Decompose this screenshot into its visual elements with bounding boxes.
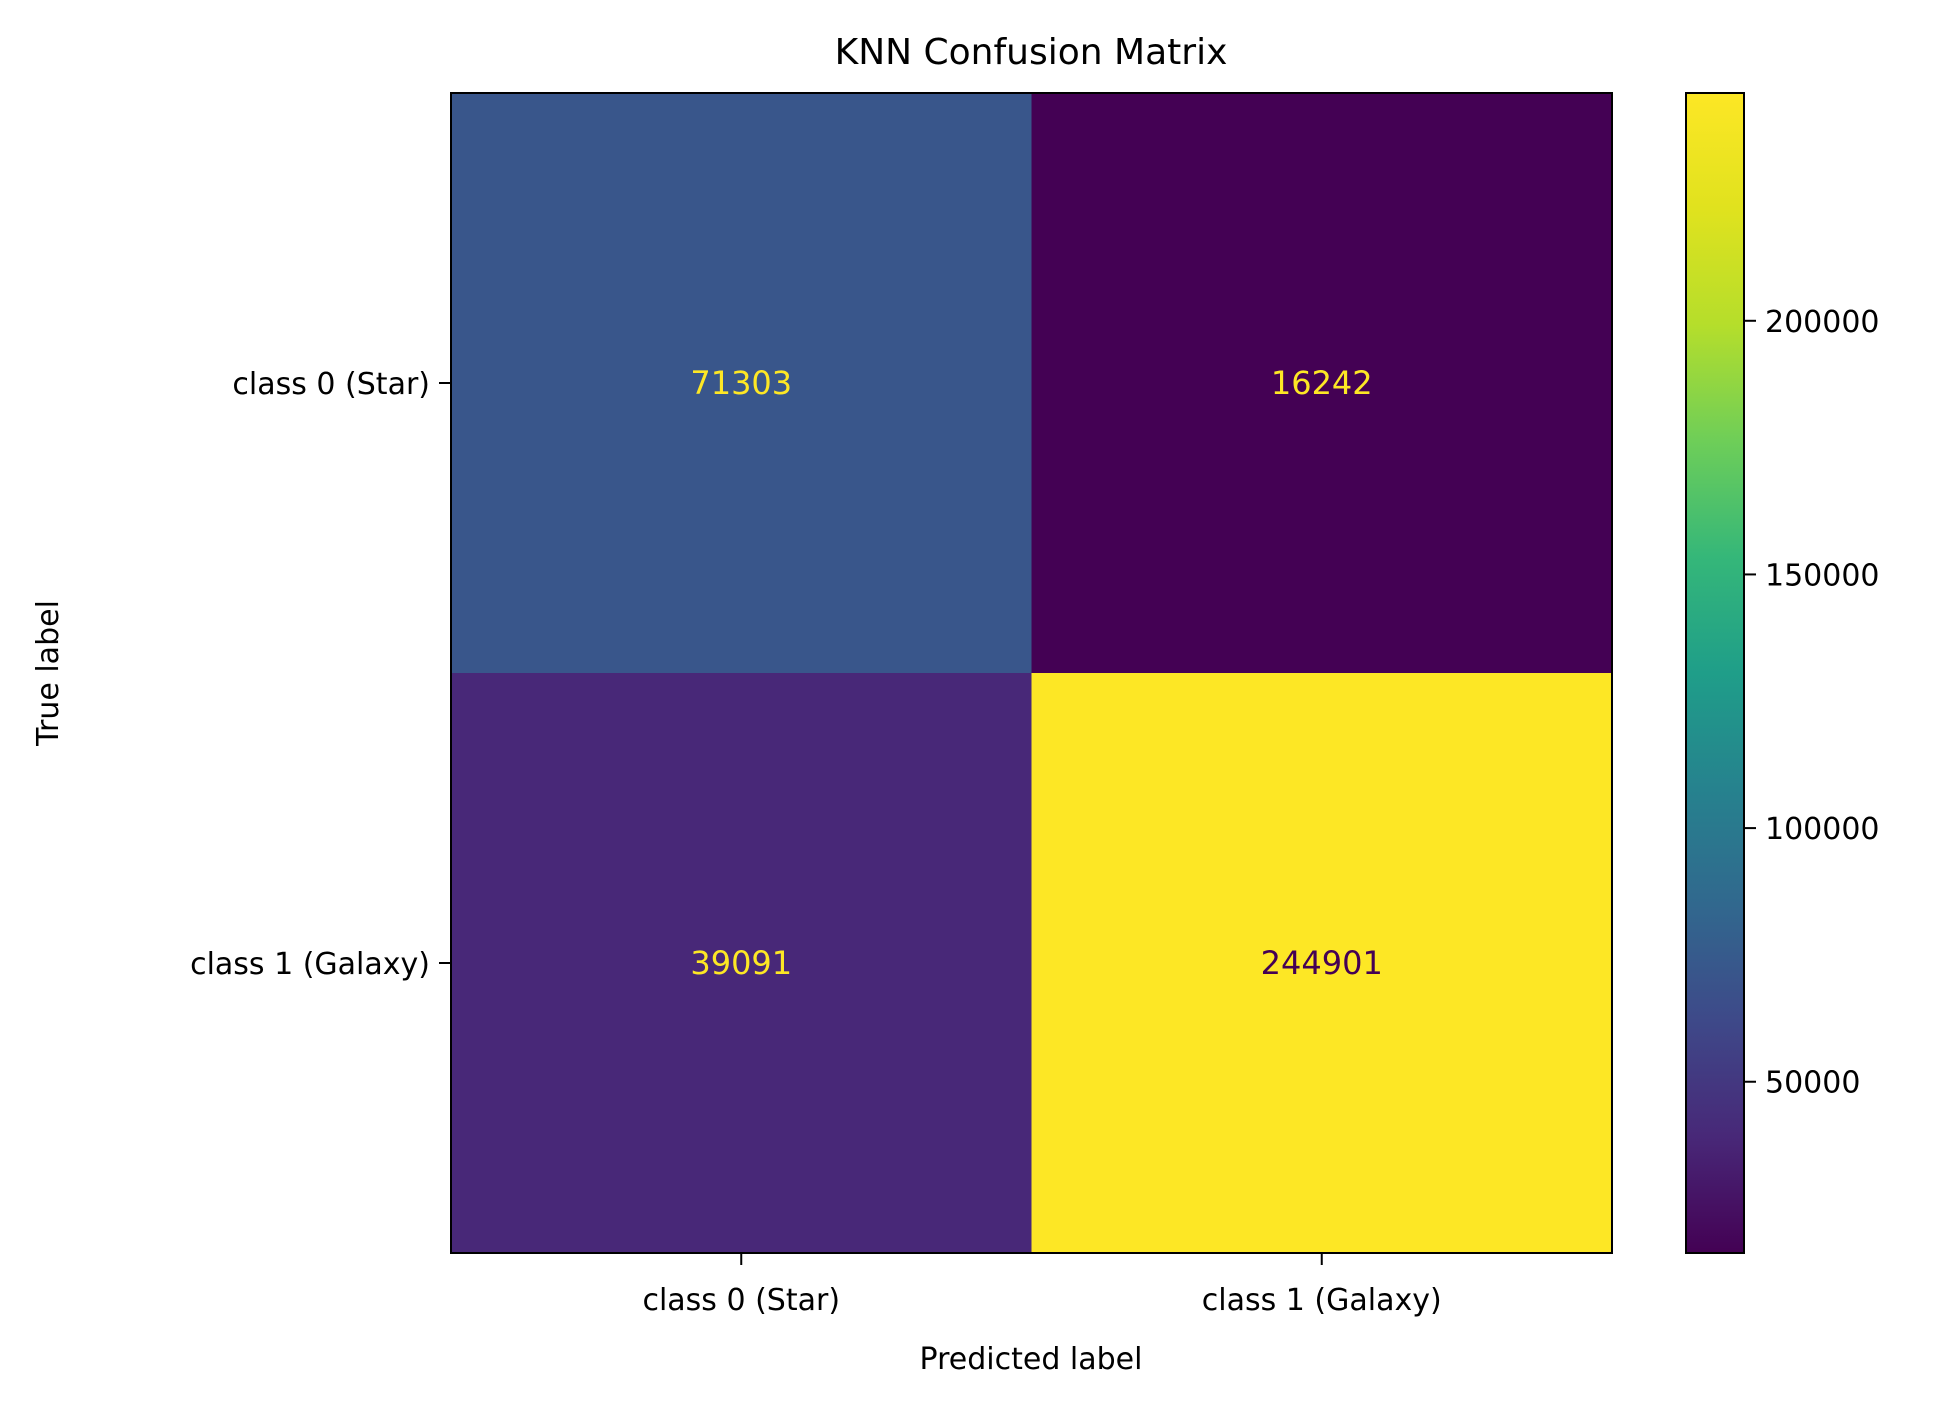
x-axis-label: Predicted label — [920, 1342, 1143, 1377]
cell-r1-c0 — [451, 673, 1032, 1254]
y-tick-label: class 0 (Star) — [232, 367, 430, 402]
colorbar-tick-label: 200000 — [1765, 305, 1880, 340]
y-tick-label: class 1 (Galaxy) — [190, 947, 430, 982]
cell-value-r1-c1: 244901 — [1261, 944, 1383, 982]
chart-title: KNN Confusion Matrix — [835, 32, 1228, 73]
x-tick-label: class 0 (Star) — [642, 1283, 840, 1318]
cell-r0-c1 — [1031, 93, 1613, 674]
heatmap-cell-labels: 71303 16242 39091 244901 — [690, 364, 1382, 982]
cell-value-r0-c1: 16242 — [1271, 364, 1373, 402]
y-axis-label: True label — [31, 600, 66, 747]
cell-r1-c1 — [1031, 673, 1613, 1254]
plot-frame — [450, 92, 1613, 1254]
cell-r0-c0 — [451, 93, 1032, 674]
cell-value-r1-c0: 39091 — [690, 944, 792, 982]
x-axis-ticks: class 0 (Star) class 1 (Galaxy) — [642, 1253, 1442, 1318]
x-tick-label: class 1 (Galaxy) — [1202, 1283, 1442, 1318]
colorbar-ticks: 50000 100000 150000 200000 — [1744, 305, 1880, 1101]
heatmap-cells — [451, 93, 1613, 1254]
colorbar — [1685, 92, 1745, 1254]
colorbar-tick-label: 150000 — [1765, 558, 1880, 593]
y-axis-ticks: class 0 (Star) class 1 (Galaxy) — [190, 367, 451, 982]
colorbar-tick-label: 100000 — [1765, 812, 1880, 847]
colorbar-tick-label: 50000 — [1765, 1066, 1860, 1101]
cell-value-r0-c0: 71303 — [690, 364, 792, 402]
